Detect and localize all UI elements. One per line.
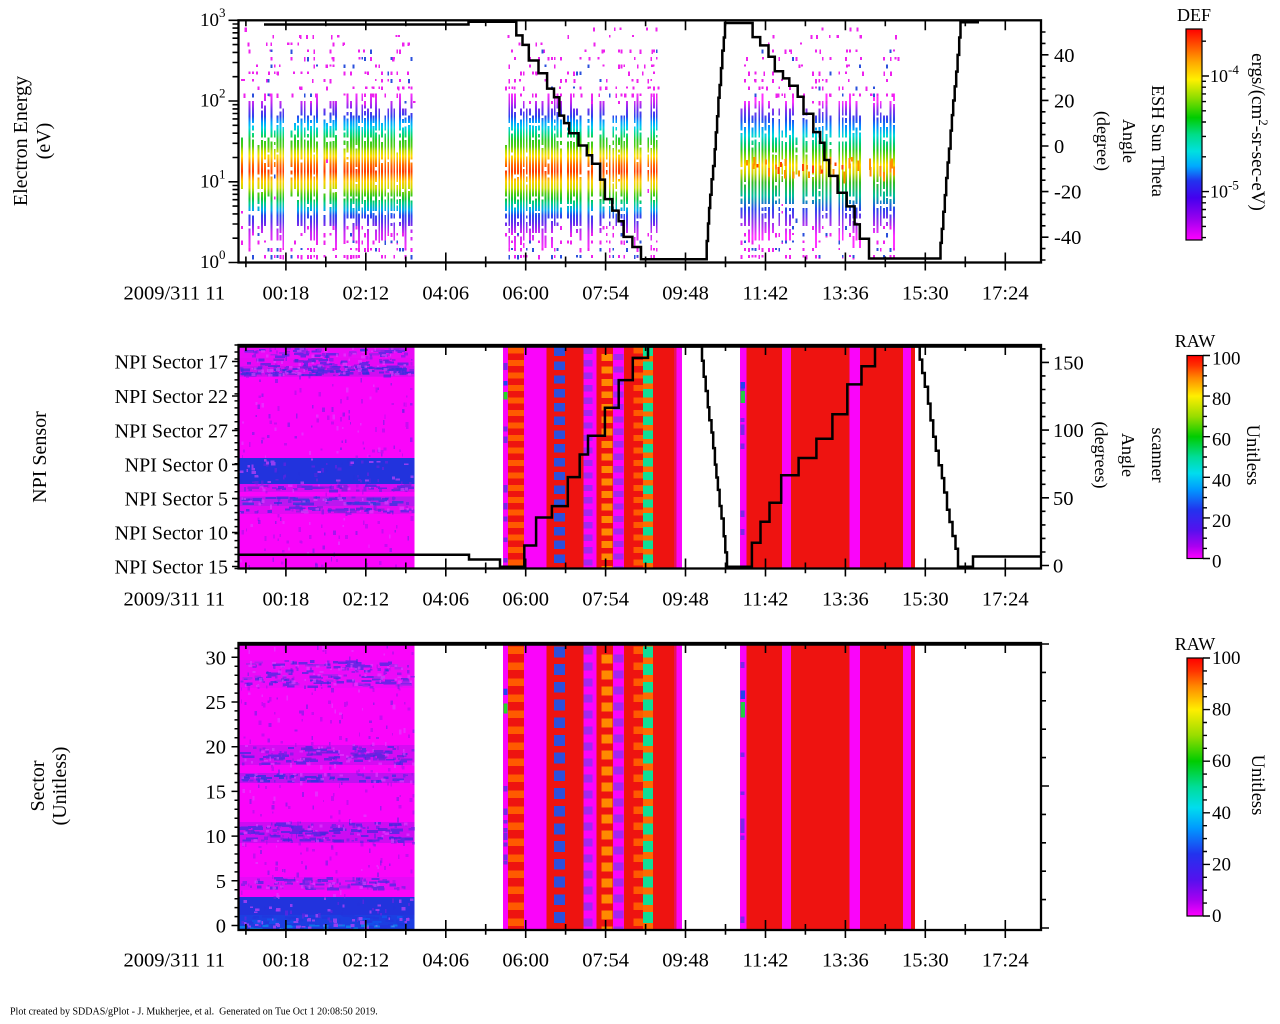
svg-text:-20: -20 bbox=[1054, 182, 1081, 204]
svg-text:11:42: 11:42 bbox=[743, 950, 789, 972]
svg-text:2009/311 11: 2009/311 11 bbox=[123, 950, 225, 972]
svg-text:RAW: RAW bbox=[1175, 634, 1216, 654]
svg-text:(degrees): (degrees) bbox=[1090, 422, 1111, 489]
svg-text:ergs/(cm2-sr-sec-eV): ergs/(cm2-sr-sec-eV) bbox=[1247, 53, 1271, 211]
svg-text:40: 40 bbox=[1212, 470, 1231, 491]
svg-text:0: 0 bbox=[1212, 552, 1222, 573]
svg-text:Electron Energy: Electron Energy bbox=[10, 76, 32, 206]
svg-text:10: 10 bbox=[206, 826, 227, 848]
svg-text:04:06: 04:06 bbox=[422, 950, 469, 972]
svg-text:13:36: 13:36 bbox=[822, 589, 869, 611]
svg-text:20: 20 bbox=[1054, 90, 1075, 112]
svg-text:15:30: 15:30 bbox=[902, 589, 949, 611]
svg-text:20: 20 bbox=[1212, 854, 1231, 875]
svg-text:NPI Sector 0: NPI Sector 0 bbox=[125, 455, 228, 477]
svg-text:07:54: 07:54 bbox=[582, 950, 629, 972]
svg-text:0: 0 bbox=[1054, 136, 1064, 158]
svg-text:13:36: 13:36 bbox=[822, 283, 869, 305]
svg-text:100: 100 bbox=[1212, 648, 1241, 669]
svg-text:15:30: 15:30 bbox=[902, 950, 949, 972]
svg-text:09:48: 09:48 bbox=[662, 589, 709, 611]
svg-text:02:12: 02:12 bbox=[342, 589, 389, 611]
svg-text:Sector: Sector bbox=[27, 760, 49, 811]
svg-text:-40: -40 bbox=[1054, 227, 1081, 249]
svg-text:Angle: Angle bbox=[1119, 119, 1139, 163]
svg-text:11:42: 11:42 bbox=[743, 283, 789, 305]
svg-text:DEF: DEF bbox=[1177, 5, 1211, 25]
svg-text:NPI Sector 17: NPI Sector 17 bbox=[115, 352, 228, 374]
svg-text:20: 20 bbox=[1212, 511, 1231, 532]
svg-text:100: 100 bbox=[1053, 420, 1084, 442]
svg-text:15:30: 15:30 bbox=[902, 283, 949, 305]
svg-text:04:06: 04:06 bbox=[422, 283, 469, 305]
svg-text:(degree): (degree) bbox=[1092, 111, 1113, 171]
svg-text:Plot created by SDDAS/gPlot -: Plot created by SDDAS/gPlot - J. Mukherj… bbox=[10, 1007, 378, 1018]
svg-text:11:42: 11:42 bbox=[743, 589, 789, 611]
svg-text:0: 0 bbox=[216, 916, 226, 938]
svg-text:20: 20 bbox=[206, 737, 227, 759]
svg-text:02:12: 02:12 bbox=[342, 950, 389, 972]
svg-text:NPI Sector 10: NPI Sector 10 bbox=[115, 523, 228, 545]
svg-text:NPI Sector 15: NPI Sector 15 bbox=[115, 557, 228, 579]
svg-text:80: 80 bbox=[1212, 389, 1231, 410]
svg-text:60: 60 bbox=[1212, 751, 1231, 772]
svg-text:07:54: 07:54 bbox=[582, 589, 629, 611]
svg-text:80: 80 bbox=[1212, 700, 1231, 721]
svg-text:07:54: 07:54 bbox=[582, 283, 629, 305]
svg-text:(Unitless): (Unitless) bbox=[49, 747, 71, 826]
svg-text:NPI Sector 27: NPI Sector 27 bbox=[115, 421, 228, 443]
svg-text:04:06: 04:06 bbox=[422, 589, 469, 611]
svg-text:06:00: 06:00 bbox=[502, 283, 549, 305]
svg-text:17:24: 17:24 bbox=[982, 283, 1029, 305]
svg-text:NPI Sensor: NPI Sensor bbox=[29, 411, 51, 503]
svg-text:09:48: 09:48 bbox=[662, 283, 709, 305]
svg-text:00:18: 00:18 bbox=[263, 589, 310, 611]
svg-text:60: 60 bbox=[1212, 430, 1231, 451]
svg-text:NPI Sector 5: NPI Sector 5 bbox=[125, 489, 228, 511]
svg-text:scanner: scanner bbox=[1148, 428, 1168, 483]
svg-text:25: 25 bbox=[206, 692, 227, 714]
svg-text:30: 30 bbox=[206, 647, 227, 669]
svg-text:00:18: 00:18 bbox=[263, 283, 310, 305]
svg-text:40: 40 bbox=[1212, 803, 1231, 824]
svg-text:ESH Sun Theta: ESH Sun Theta bbox=[1148, 85, 1168, 197]
svg-text:100: 100 bbox=[1212, 349, 1241, 370]
svg-text:5: 5 bbox=[216, 871, 226, 893]
svg-text:40: 40 bbox=[1054, 45, 1075, 67]
svg-text:0: 0 bbox=[1212, 906, 1222, 927]
svg-text:0: 0 bbox=[1053, 556, 1063, 578]
svg-text:02:12: 02:12 bbox=[342, 283, 389, 305]
svg-text:2009/311 11: 2009/311 11 bbox=[123, 283, 225, 305]
svg-text:(eV): (eV) bbox=[33, 123, 55, 160]
svg-text:50: 50 bbox=[1053, 488, 1074, 510]
svg-text:RAW: RAW bbox=[1175, 331, 1216, 351]
svg-text:13:36: 13:36 bbox=[822, 950, 869, 972]
svg-text:15: 15 bbox=[206, 781, 227, 803]
svg-text:Angle: Angle bbox=[1118, 433, 1138, 477]
svg-text:NPI Sector 22: NPI Sector 22 bbox=[115, 386, 228, 408]
svg-text:06:00: 06:00 bbox=[502, 950, 549, 972]
svg-text:09:48: 09:48 bbox=[662, 950, 709, 972]
svg-text:00:18: 00:18 bbox=[263, 950, 310, 972]
svg-text:2009/311 11: 2009/311 11 bbox=[123, 589, 225, 611]
svg-text:17:24: 17:24 bbox=[982, 589, 1029, 611]
svg-text:150: 150 bbox=[1053, 352, 1084, 374]
svg-text:Unitless: Unitless bbox=[1242, 425, 1262, 486]
svg-text:Unitless: Unitless bbox=[1247, 755, 1267, 816]
svg-text:06:00: 06:00 bbox=[502, 589, 549, 611]
svg-text:17:24: 17:24 bbox=[982, 950, 1029, 972]
